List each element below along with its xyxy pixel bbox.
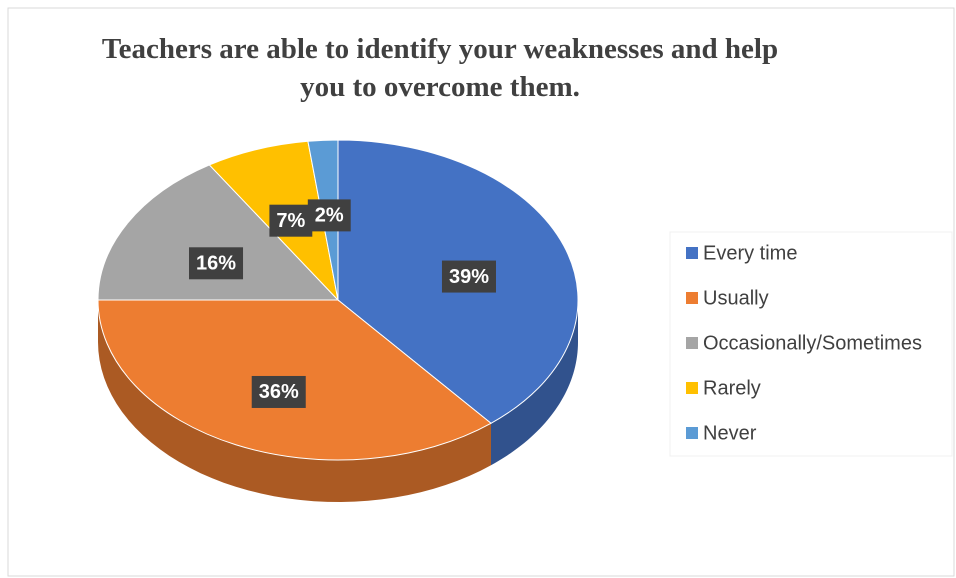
data-label: 39%	[441, 260, 496, 293]
data-label: 36%	[251, 375, 306, 408]
data-label-text: 2%	[315, 205, 344, 227]
data-label-text: 7%	[276, 210, 305, 232]
legend-label: Every time	[703, 242, 797, 264]
legend-box	[669, 231, 953, 457]
chart-frame	[7, 7, 955, 577]
pie-side	[98, 300, 491, 502]
legend-swatch	[686, 382, 698, 394]
legend-label: Occasionally/Sometimes	[703, 332, 922, 354]
data-label-text: 36%	[259, 381, 299, 403]
chart-title: Teachers are able to identify your weakn…	[101, 33, 779, 103]
pie-side	[490, 300, 578, 466]
legend-label: Rarely	[703, 377, 761, 399]
data-label-box	[441, 260, 496, 293]
data-label-text: 16%	[196, 253, 236, 275]
data-label-box	[307, 199, 351, 232]
data-label-text: 39%	[449, 266, 489, 288]
data-label: 16%	[189, 247, 244, 280]
legend-label: Usually	[703, 287, 769, 309]
pie-slice	[97, 164, 340, 301]
data-label-box	[251, 375, 306, 408]
legend-swatch	[686, 427, 698, 439]
legend-swatch	[686, 337, 698, 349]
data-label: 2%	[307, 199, 351, 232]
legend-label: Never	[703, 422, 757, 444]
data-label: 7%	[269, 204, 313, 237]
legend-swatch	[686, 292, 698, 304]
data-label-box	[189, 247, 244, 280]
data-label-box	[269, 204, 313, 237]
legend-swatch	[686, 247, 698, 259]
